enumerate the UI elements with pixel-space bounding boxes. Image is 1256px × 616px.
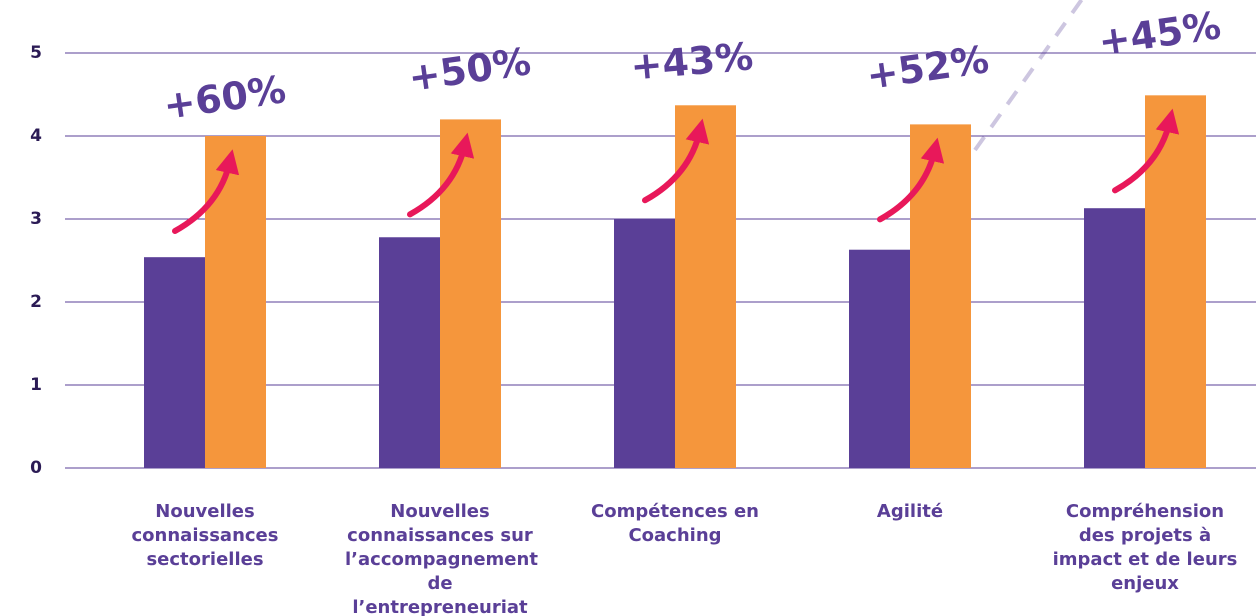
arrow bbox=[1112, 108, 1180, 194]
y-tick-label: 1 bbox=[30, 375, 42, 395]
annotation: +52% bbox=[864, 37, 992, 98]
arrow bbox=[642, 118, 710, 204]
x-tick-label: Compétences en Coaching bbox=[591, 501, 759, 546]
bar bbox=[1084, 208, 1145, 468]
arrow bbox=[877, 137, 945, 223]
bar bbox=[675, 105, 736, 468]
x-tick-label: Nouvelles connaissances sectorielles bbox=[131, 501, 279, 570]
arrow bbox=[407, 132, 475, 218]
bar bbox=[379, 237, 440, 468]
annotation: +50% bbox=[406, 39, 534, 100]
y-tick-label: 5 bbox=[30, 43, 42, 63]
bar bbox=[849, 249, 910, 468]
bar bbox=[440, 119, 501, 469]
arrow bbox=[172, 149, 240, 234]
x-tick-label: Compréhension des projets à impact et de… bbox=[1052, 501, 1238, 594]
x-tick-label: Agilité bbox=[876, 501, 944, 522]
y-tick-label: 0 bbox=[30, 458, 42, 478]
decor-dashed-line bbox=[973, 0, 1084, 152]
annotation: +45% bbox=[1096, 3, 1224, 64]
bar bbox=[205, 136, 266, 468]
bar bbox=[144, 257, 205, 468]
annotation: +43% bbox=[629, 34, 755, 89]
y-tick-label: 3 bbox=[30, 209, 42, 229]
y-tick-label: 4 bbox=[30, 126, 42, 146]
bar bbox=[614, 219, 675, 468]
y-tick-label: 2 bbox=[30, 292, 42, 312]
x-tick-label: Nouvelles connaissances sur l’accompagne… bbox=[345, 501, 538, 616]
annotation: +60% bbox=[161, 67, 289, 128]
bar bbox=[910, 124, 971, 468]
